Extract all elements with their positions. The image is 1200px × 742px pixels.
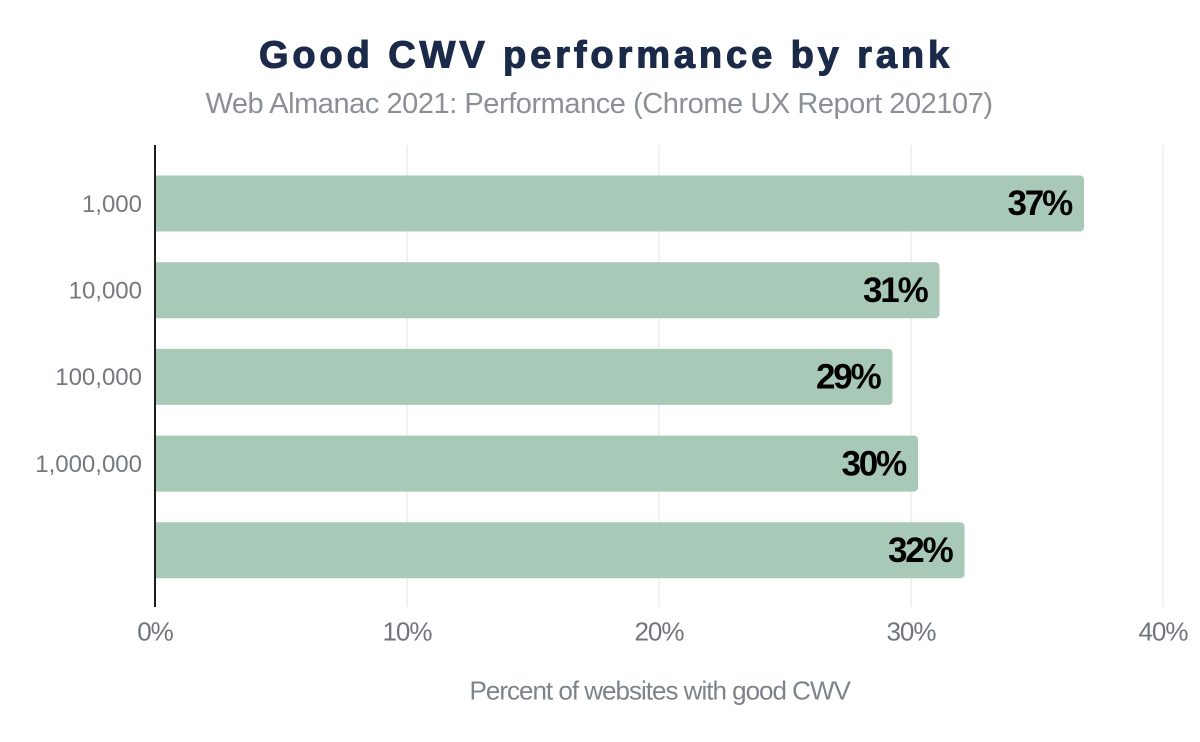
- svg-text:Web Almanac 2021: Performance: Web Almanac 2021: Performance (Chrome UX…: [205, 88, 992, 120]
- svg-text:1,000: 1,000: [82, 191, 142, 218]
- svg-text:10,000: 10,000: [69, 278, 142, 305]
- svg-text:20%: 20%: [634, 617, 684, 647]
- svg-text:Good CWV performance by rank: Good CWV performance by rank: [259, 35, 953, 77]
- svg-text:32%: 32%: [888, 531, 954, 570]
- svg-text:0%: 0%: [137, 617, 173, 647]
- svg-text:31%: 31%: [863, 271, 929, 310]
- svg-text:29%: 29%: [816, 358, 882, 397]
- svg-text:30%: 30%: [842, 444, 908, 483]
- svg-text:10%: 10%: [382, 617, 432, 647]
- svg-text:Percent of websites with good: Percent of websites with good CWV: [470, 676, 852, 706]
- svg-text:40%: 40%: [1138, 617, 1188, 647]
- svg-text:30%: 30%: [886, 617, 936, 647]
- svg-text:37%: 37%: [1008, 184, 1074, 223]
- svg-text:1,000,000: 1,000,000: [35, 451, 142, 478]
- svg-text:100,000: 100,000: [55, 364, 142, 391]
